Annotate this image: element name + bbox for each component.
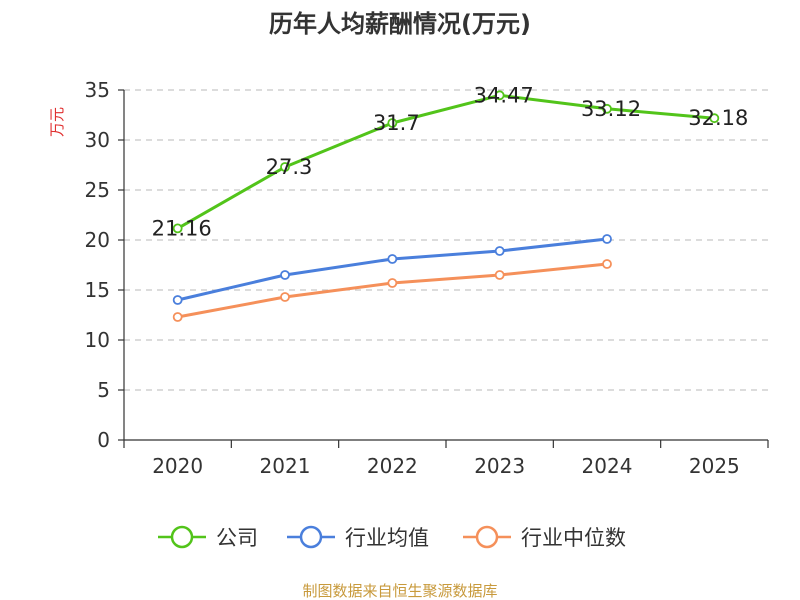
x-tick-label-2021: 2021 — [260, 454, 311, 478]
legend-label-0: 公司 — [216, 526, 258, 550]
data-label-2022: 31.7 — [373, 111, 420, 135]
legend: 公司 行业均值 行业中位数 — [158, 525, 626, 550]
series-0-point-2023 — [494, 90, 505, 101]
gridlines — [124, 89, 768, 391]
series-0-point-2021 — [280, 162, 290, 172]
legend-marker-1 — [299, 525, 323, 549]
x-tick-label-2022: 2022 — [367, 454, 418, 478]
series-2-point-2022 — [387, 278, 398, 288]
legend-label-1: 行业均值 — [345, 526, 429, 550]
legend-label-2: 行业中位数 — [521, 526, 626, 550]
series-0-point-2022 — [387, 118, 398, 128]
y-tick-label-0: 0 — [97, 428, 110, 452]
series-0-point-2024 — [602, 103, 612, 114]
series-line-0 — [176, 93, 715, 230]
legend-marker-0 — [170, 525, 194, 549]
series-0-point-2020 — [172, 223, 183, 234]
y-tick-label-5: 5 — [97, 378, 110, 402]
x-tick-label-2020: 2020 — [152, 454, 203, 478]
y-axis-label: 万元 — [48, 107, 66, 137]
data-label-2023: 34.47 — [474, 83, 534, 107]
y-tick-label-15: 15 — [85, 278, 110, 302]
legend-marker-2 — [475, 525, 499, 549]
chart-title: 历年人均薪酬情况(万元) — [269, 10, 531, 38]
data-label-2021: 27.3 — [266, 155, 313, 179]
series-2-point-2020 — [172, 312, 183, 322]
data-label-2020: 21.16 — [152, 216, 212, 240]
data-labels: 21.16 27.3 31.7 34.47 33.12 32.18 — [152, 83, 749, 240]
series-1-point-2023 — [494, 246, 505, 256]
series-2-point-2023 — [494, 270, 505, 280]
series-2-point-2024 — [602, 259, 612, 269]
series-1-point-2020 — [172, 295, 183, 305]
y-tick-label-20: 20 — [85, 228, 110, 252]
series-2-point-2021 — [280, 292, 290, 302]
y-tick-label-35: 35 — [85, 78, 110, 102]
series-lines — [172, 90, 720, 322]
data-label-2025: 32.18 — [688, 106, 748, 130]
data-label-2024: 33.12 — [581, 97, 641, 121]
y-tick-label-30: 30 — [85, 128, 110, 152]
y-tick-label-10: 10 — [85, 328, 110, 352]
series-1-point-2024 — [602, 234, 612, 244]
y-tick-label-25: 25 — [85, 178, 110, 202]
x-tick-label-2023: 2023 — [474, 454, 525, 478]
x-tick-label-2025: 2025 — [689, 454, 740, 478]
source-note: 制图数据来自恒生聚源数据库 — [302, 582, 497, 600]
series-1-point-2021 — [280, 270, 290, 280]
series-1-point-2022 — [387, 254, 398, 264]
series-0-point-2025 — [709, 113, 720, 124]
x-tick-label-2024: 2024 — [582, 454, 633, 478]
